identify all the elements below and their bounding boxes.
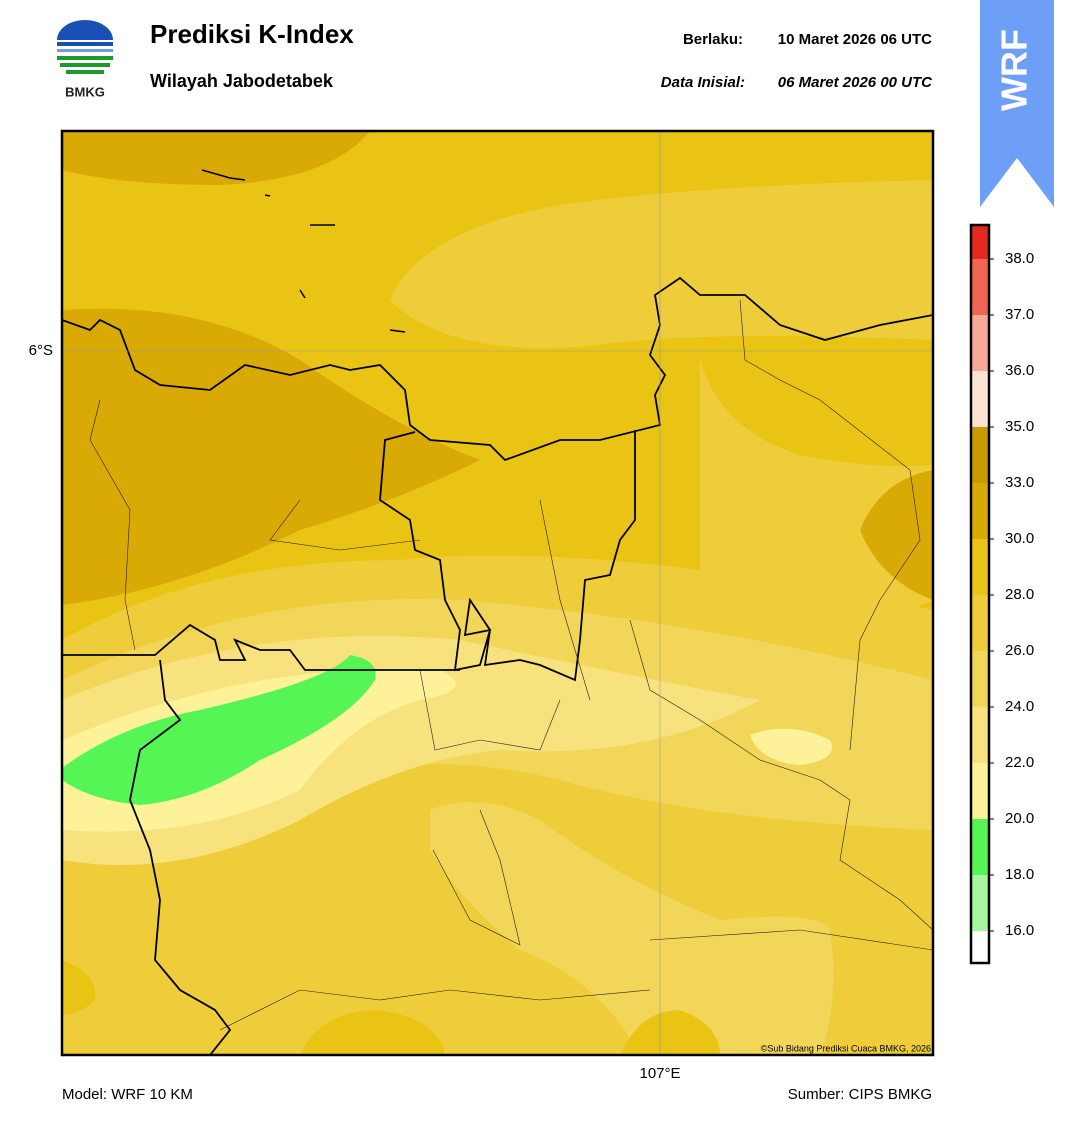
init-time: 06 Maret 2026 00 UTC: [778, 74, 933, 91]
colorbar-tick-label: 22.0: [1005, 754, 1034, 771]
colorbar: 16.0 18.0 20.0 22.0 24.0 26.0 28.0 30.0 33.0 35.0…: [969, 223, 1034, 965]
badge: [980, 0, 1054, 207]
map-frame: [60, 129, 935, 1057]
badge-text: WRF: [994, 29, 1035, 111]
logo-text: BMKG: [65, 84, 105, 99]
colorbar-tick-label: 37.0: [1005, 306, 1034, 323]
colorbar-segment: [971, 819, 989, 875]
colorbar-tick-label: 38.0: [1005, 250, 1034, 267]
colorbar-tick-label: 30.0: [1005, 530, 1034, 547]
title: Prediksi K-Index: [150, 19, 354, 49]
colorbar-tick-label: 35.0: [1005, 418, 1034, 435]
colorbar-segment: [971, 225, 989, 259]
valid-time: 10 Maret 2026 06 UTC: [778, 31, 932, 48]
colorbar-segment: [971, 763, 989, 819]
colorbar-tick-label: 20.0: [1005, 810, 1034, 827]
lat-label: 6°S: [29, 342, 53, 359]
colorbar-segment: [971, 539, 989, 595]
colorbar-tick-label: 24.0: [1005, 698, 1034, 715]
colorbar-segment: [971, 483, 989, 539]
colorbar-tick-label: 16.0: [1005, 922, 1034, 939]
colorbar-segment: [971, 427, 989, 483]
colorbar-segment: [971, 707, 989, 763]
colorbar-segment: [971, 875, 989, 931]
init-label: Data Inisial:: [661, 74, 745, 91]
colorbar-tick-label: 26.0: [1005, 642, 1034, 659]
colorbar-segment: [971, 315, 989, 371]
colorbar-segment: [971, 931, 989, 963]
credit: ©Sub Bidang Prediksi Cuaca BMKG, 2026: [761, 1043, 931, 1053]
colorbar-tick-label: 28.0: [1005, 586, 1034, 603]
colorbar-tick-label: 33.0: [1005, 474, 1034, 491]
colorbar-segment: [971, 371, 989, 427]
valid-label: Berlaku:: [683, 31, 743, 48]
colorbar-frame: [969, 223, 991, 965]
colorbar-segment: [971, 595, 989, 651]
footer-source: Sumber: CIPS BMKG: [788, 1086, 932, 1103]
footer-model: Model: WRF 10 KM: [62, 1086, 193, 1103]
logo: BMKG: [57, 20, 113, 99]
colorbar-tick-label: 36.0: [1005, 362, 1034, 379]
colorbar-tick-label: 18.0: [1005, 866, 1034, 883]
colorbar-segment: [971, 651, 989, 707]
colorbar-segment: [971, 259, 989, 315]
lon-label: 107°E: [639, 1065, 680, 1082]
subtitle: Wilayah Jabodetabek: [150, 71, 334, 91]
map-field: [62, 131, 933, 1055]
